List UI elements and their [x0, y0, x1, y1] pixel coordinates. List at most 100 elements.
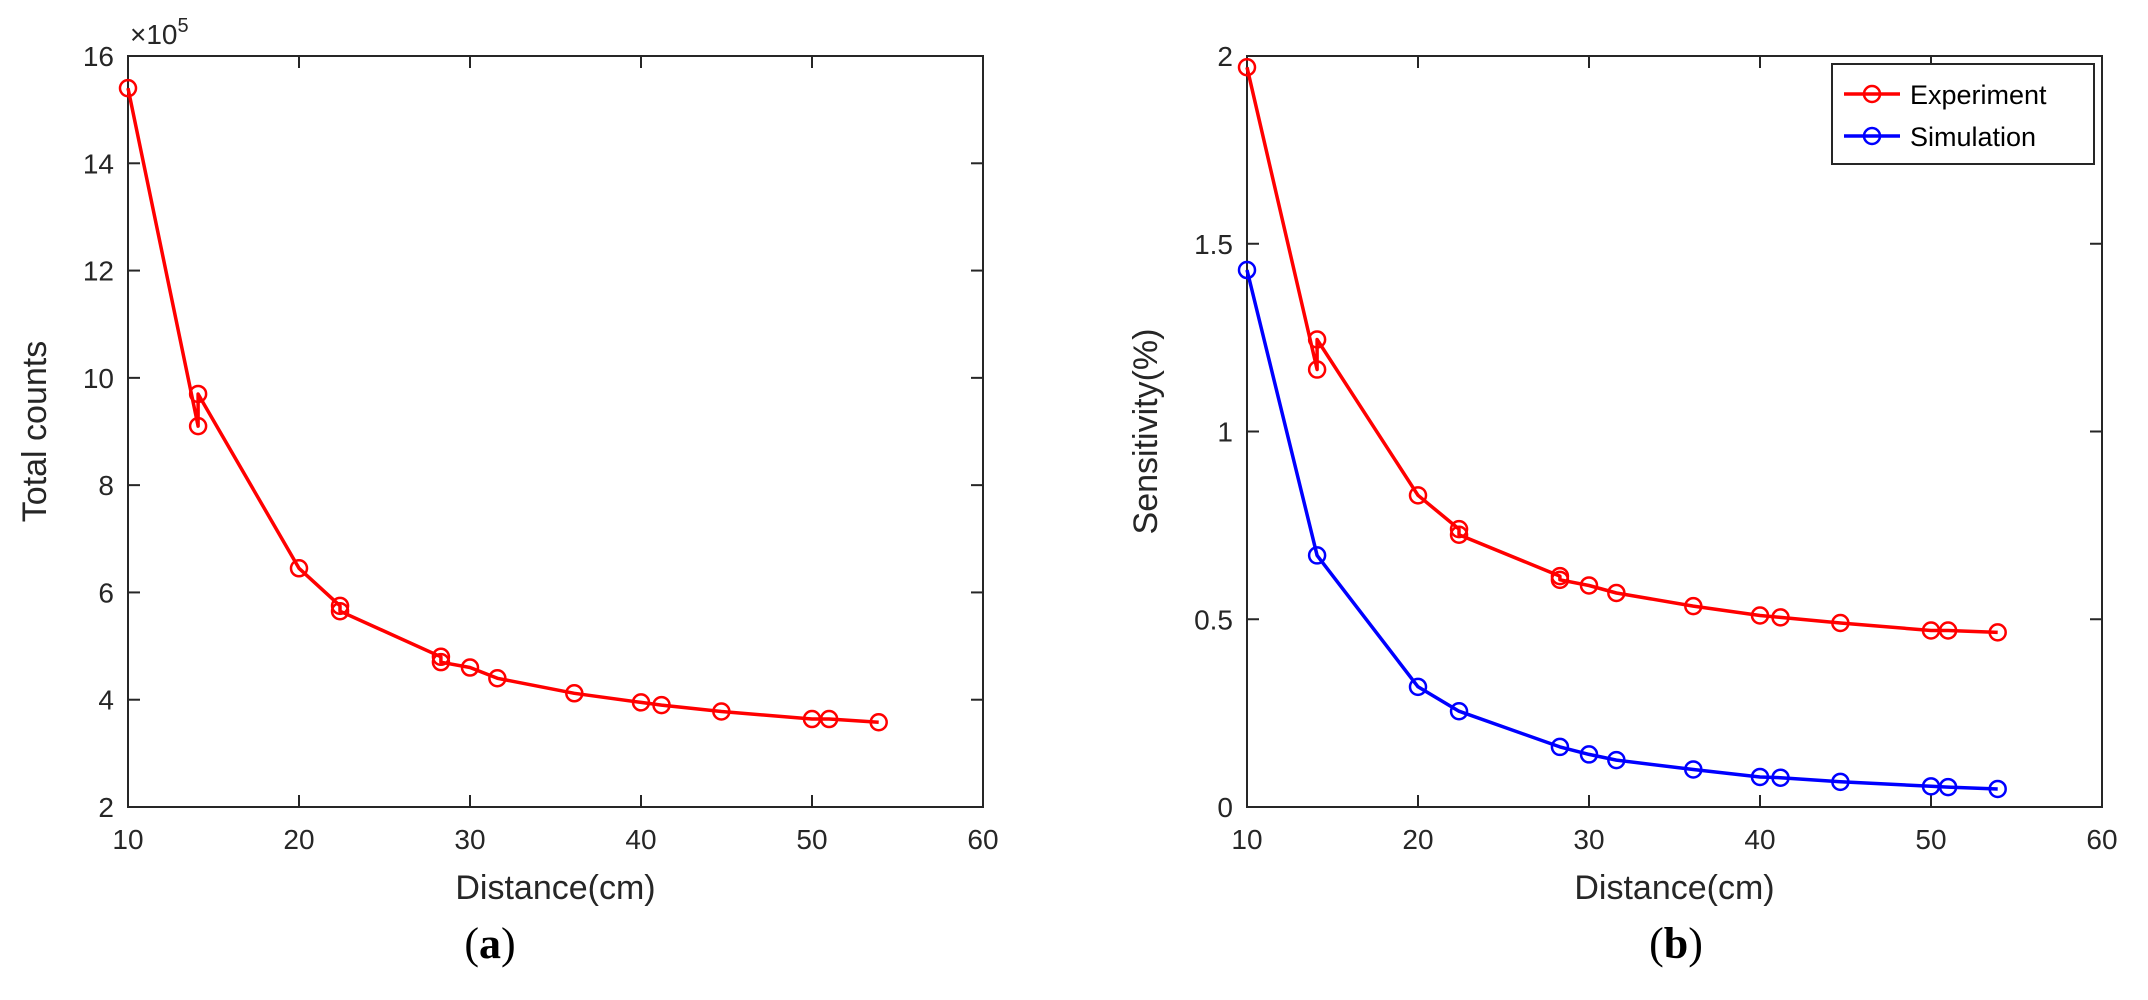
data-point — [1938, 621, 1958, 640]
data-point — [1550, 737, 1570, 757]
x-tick-label: 40 — [625, 824, 656, 855]
y-tick-label: 1.5 — [1194, 229, 1233, 260]
data-point — [431, 652, 451, 672]
data-point — [1684, 760, 1703, 779]
plot-area — [1246, 55, 2103, 808]
x-tick-label: 50 — [1915, 824, 1946, 855]
caption-close: ) — [1688, 919, 1703, 968]
legend-box — [1831, 63, 2095, 165]
data-point — [1579, 576, 1599, 595]
data-point — [330, 596, 350, 616]
data-point — [1237, 260, 1257, 280]
data-point — [1771, 768, 1790, 787]
y-axis-label: Total counts — [16, 341, 54, 522]
y-tick-label: 10 — [83, 363, 114, 394]
data-point — [631, 693, 651, 712]
data-point — [819, 709, 839, 729]
data-point — [1579, 745, 1599, 764]
x-tick-label: 30 — [1573, 824, 1604, 855]
data-point — [1831, 613, 1850, 633]
y-tick-label: 6 — [98, 577, 114, 608]
data-point — [1684, 596, 1703, 616]
x-tick-label: 40 — [1744, 824, 1775, 855]
data-point — [1408, 486, 1428, 505]
data-point — [1408, 677, 1428, 697]
x-tick-label: 10 — [1231, 824, 1262, 855]
data-point — [431, 647, 451, 667]
series-line — [126, 87, 879, 724]
data-point — [1307, 330, 1327, 349]
x-tick-label: 30 — [454, 824, 485, 855]
y-tick-label: 2 — [1217, 41, 1233, 72]
data-point — [1988, 623, 2007, 642]
data-point — [712, 702, 731, 721]
data-point — [1988, 779, 2007, 799]
exponent-power: 5 — [178, 15, 189, 37]
data-point — [460, 658, 480, 677]
y-tick-label: 0 — [1217, 792, 1233, 823]
x-tick-label: 60 — [967, 824, 998, 855]
y-axis-label: Sensitivity(%) — [1127, 329, 1165, 535]
data-point — [1607, 750, 1626, 770]
y-tick-label: 14 — [83, 148, 114, 179]
data-point — [1607, 583, 1626, 603]
y-tick-label: 4 — [98, 685, 114, 716]
caption-open: ( — [464, 919, 479, 968]
panel-caption: (b) — [1649, 919, 1703, 968]
y-tick-label: 1 — [1217, 417, 1233, 448]
data-point — [1449, 701, 1469, 721]
chart-panel-b: 10 20 30 40 50 60 0 0.5 1 1.5 2 Distance(cm) Sensiti… — [1127, 41, 2118, 968]
data-point — [1307, 546, 1327, 565]
caption-letter: a — [479, 919, 501, 968]
y-tick-label: 12 — [83, 256, 114, 287]
legend-marker — [1862, 84, 1882, 104]
x-axis-label: Distance(cm) — [1574, 869, 1774, 907]
panel-caption: (a) — [464, 919, 515, 968]
y-tick-label: 16 — [83, 41, 114, 72]
data-point — [289, 559, 309, 578]
data-point — [1449, 525, 1469, 545]
legend-label: Simulation — [1910, 122, 2036, 152]
y-tick-label: 0.5 — [1194, 604, 1233, 635]
series-total-counts — [118, 78, 888, 732]
series-line — [1245, 66, 1998, 635]
data-point — [869, 712, 888, 732]
series-experiment — [1237, 58, 2007, 642]
data-point — [1831, 772, 1850, 792]
data-point — [330, 601, 350, 621]
data-point — [1938, 777, 1958, 797]
data-point — [565, 684, 584, 703]
data-point — [652, 695, 671, 715]
plot-area — [127, 55, 984, 808]
data-point — [1750, 606, 1770, 625]
exponent-base: ×10 — [130, 19, 178, 50]
x-axis-label: Distance(cm) — [455, 869, 655, 907]
x-tick-label: 50 — [796, 824, 827, 855]
data-point — [488, 669, 507, 688]
data-point — [1237, 58, 1257, 77]
chart-panel-a: 10 20 30 40 50 60 2 4 6 8 10 12 14 16 Distance(cm) Tota… — [16, 15, 999, 968]
legend: Experiment Simulation — [1831, 63, 2095, 165]
x-tick-label: 10 — [112, 824, 143, 855]
data-point — [1550, 570, 1570, 590]
data-point — [1449, 519, 1469, 539]
legend-label: Experiment — [1910, 80, 2047, 110]
caption-letter: b — [1664, 919, 1688, 968]
data-point — [1771, 608, 1790, 627]
y-tick-label: 8 — [98, 470, 114, 501]
legend-marker — [1862, 126, 1882, 146]
data-point — [188, 416, 208, 436]
data-point — [1750, 767, 1770, 787]
caption-open: ( — [1649, 919, 1664, 968]
x-tick-label: 20 — [1402, 824, 1433, 855]
series-simulation — [1237, 260, 2007, 799]
data-point — [118, 78, 138, 98]
y-tick-label: 2 — [98, 792, 114, 823]
x-tick-label: 60 — [2086, 824, 2117, 855]
data-point — [1307, 360, 1327, 379]
caption-close: ) — [501, 919, 516, 968]
exponent-label: ×105 — [130, 15, 189, 50]
x-tick-label: 20 — [283, 824, 314, 855]
data-point — [188, 384, 208, 404]
